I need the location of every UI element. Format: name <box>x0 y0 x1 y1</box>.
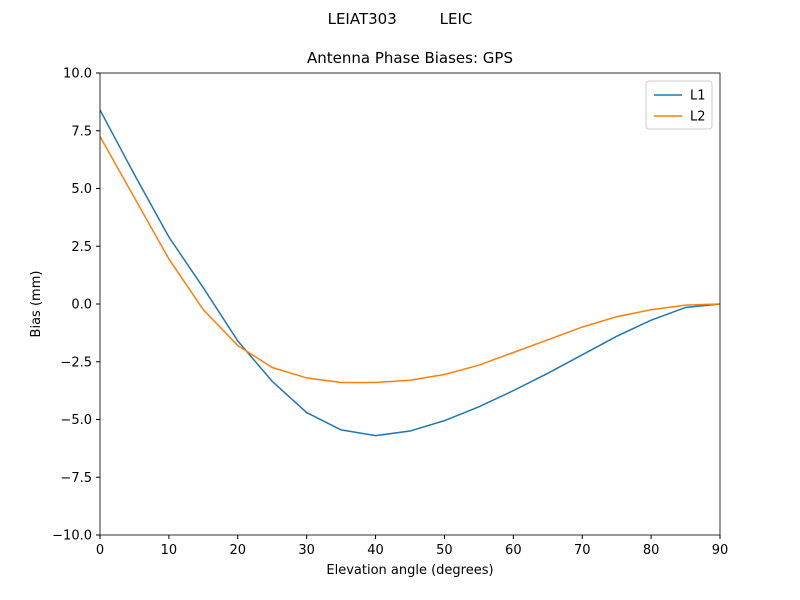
y-tick-label: −2.5 <box>60 355 92 370</box>
y-tick-label: −10.0 <box>52 529 92 544</box>
plot <box>100 109 720 437</box>
x-tick-label: 90 <box>712 543 729 558</box>
legend-label: L1 <box>690 89 706 104</box>
x-tick-label: 40 <box>367 543 384 558</box>
axes-frame <box>99 72 721 536</box>
x-tick-label: 50 <box>436 543 453 558</box>
x-tick-label: 70 <box>574 543 591 558</box>
x-tick-label: 80 <box>643 543 660 558</box>
y-axis-label: Bias (mm) <box>29 271 44 338</box>
x-tick-label: 60 <box>505 543 522 558</box>
y-tick-label: 5.0 <box>71 182 92 197</box>
line-series <box>100 136 720 384</box>
x-tick-label: 0 <box>96 543 104 558</box>
y-tick-label: −5.0 <box>60 413 92 428</box>
legend-label: L2 <box>690 110 706 125</box>
x-axis-label: Elevation angle (degrees) <box>326 563 493 578</box>
x-tick-label: 30 <box>298 543 315 558</box>
legend-box <box>645 80 713 130</box>
y-tick-label: 2.5 <box>71 240 92 255</box>
x-tick-label: 20 <box>230 543 247 558</box>
y-tick-label: 10.0 <box>63 67 92 82</box>
y-tick-label: 0.0 <box>71 298 92 313</box>
y-tick-label: −7.5 <box>60 471 92 486</box>
line-series <box>100 109 720 437</box>
chart-title: Antenna Phase Biases: GPS <box>307 49 513 67</box>
x-tick-label: 10 <box>161 543 178 558</box>
y-tick-label: 7.5 <box>71 124 92 139</box>
suptitle: LEIAT303 LEIC <box>328 10 473 28</box>
